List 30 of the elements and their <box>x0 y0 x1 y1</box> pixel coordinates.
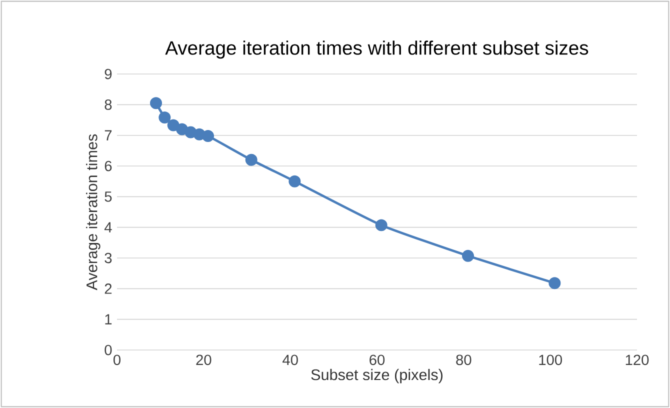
point <box>176 123 188 136</box>
y-tick-label: 6 <box>104 160 112 172</box>
y-tick-label: 2 <box>104 284 112 294</box>
x-tick-label: 0 <box>113 354 120 366</box>
point <box>150 97 162 110</box>
point <box>548 277 561 290</box>
y-tick-label: 8 <box>104 99 112 110</box>
x-tick-label: 120 <box>626 354 649 366</box>
x-tick-label: 40 <box>282 354 298 366</box>
y-tick-label: 7 <box>104 130 112 140</box>
x-tick-label: 60 <box>370 354 385 366</box>
point <box>245 154 258 166</box>
point <box>462 250 474 262</box>
x-tick-label: 20 <box>196 354 212 366</box>
point <box>167 119 180 132</box>
y-tick-label: 5 <box>104 192 112 202</box>
point <box>202 130 214 142</box>
y-tick-label: 0 <box>104 344 112 356</box>
x-tick-label: 80 <box>456 354 472 366</box>
y-tick-label: 1 <box>105 314 112 324</box>
y-axis-title: Average iteration times <box>86 134 100 290</box>
point <box>158 112 171 124</box>
x-tick-label: 100 <box>539 354 562 366</box>
y-tick-label: 3 <box>104 252 112 264</box>
x-axis-title: Subset size (pixels) <box>311 368 442 384</box>
point <box>375 219 388 232</box>
y-tick-label: 9 <box>104 68 112 80</box>
point <box>288 175 301 188</box>
chart-title: Average iteration times with different subset sizes <box>165 40 588 59</box>
y-tick-label: 4 <box>104 222 112 232</box>
